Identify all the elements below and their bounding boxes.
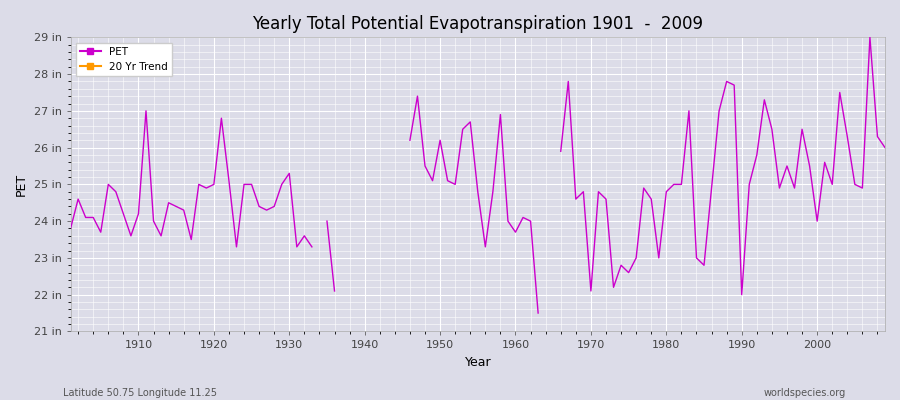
Legend: PET, 20 Yr Trend: PET, 20 Yr Trend <box>76 42 172 76</box>
Y-axis label: PET: PET <box>15 173 28 196</box>
X-axis label: Year: Year <box>464 356 491 369</box>
Title: Yearly Total Potential Evapotranspiration 1901  -  2009: Yearly Total Potential Evapotranspiratio… <box>252 15 703 33</box>
Text: Latitude 50.75 Longitude 11.25: Latitude 50.75 Longitude 11.25 <box>63 388 217 398</box>
Text: worldspecies.org: worldspecies.org <box>764 388 846 398</box>
